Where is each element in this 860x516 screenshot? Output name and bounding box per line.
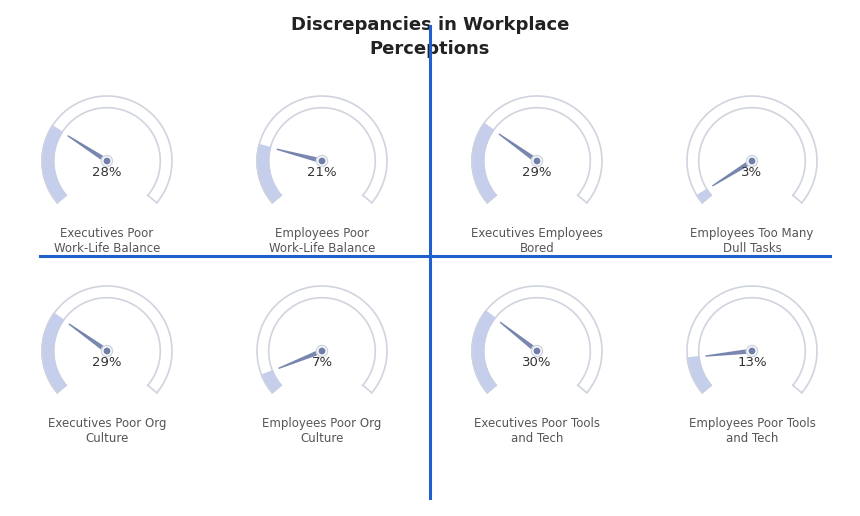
Polygon shape [277, 149, 327, 163]
Text: 28%: 28% [92, 166, 122, 179]
Text: 7%: 7% [311, 356, 333, 369]
Text: 3%: 3% [741, 166, 763, 179]
Circle shape [534, 348, 540, 354]
Text: 29%: 29% [522, 166, 552, 179]
Circle shape [746, 346, 758, 357]
Circle shape [101, 155, 113, 167]
Circle shape [319, 348, 325, 354]
Text: Executives Poor
Work-Life Balance: Executives Poor Work-Life Balance [54, 228, 160, 255]
Polygon shape [499, 134, 541, 164]
Text: Employees Poor Org
Culture: Employees Poor Org Culture [262, 417, 382, 445]
Polygon shape [472, 311, 496, 393]
Circle shape [749, 158, 755, 164]
Circle shape [531, 155, 543, 167]
Polygon shape [257, 286, 387, 393]
Text: 13%: 13% [737, 356, 767, 369]
Polygon shape [687, 286, 817, 393]
Polygon shape [42, 126, 66, 203]
Polygon shape [687, 357, 711, 393]
Circle shape [319, 158, 325, 164]
Polygon shape [257, 96, 387, 203]
Text: Employees Too Many
Dull Tasks: Employees Too Many Dull Tasks [691, 228, 814, 255]
Polygon shape [279, 349, 327, 368]
Text: Employees Poor Tools
and Tech: Employees Poor Tools and Tech [689, 417, 815, 445]
Polygon shape [687, 96, 817, 203]
Circle shape [316, 346, 328, 357]
Polygon shape [257, 144, 281, 203]
Polygon shape [705, 349, 757, 356]
Polygon shape [42, 96, 172, 203]
Polygon shape [42, 313, 66, 393]
Polygon shape [42, 286, 172, 393]
Circle shape [101, 346, 113, 357]
Circle shape [104, 348, 110, 354]
Circle shape [531, 346, 543, 357]
Text: 30%: 30% [522, 356, 552, 369]
Text: Employees Poor
Work-Life Balance: Employees Poor Work-Life Balance [269, 228, 375, 255]
Text: Executives Poor Org
Culture: Executives Poor Org Culture [48, 417, 166, 445]
Circle shape [534, 158, 540, 164]
Text: 21%: 21% [307, 166, 337, 179]
Polygon shape [712, 158, 757, 186]
Polygon shape [472, 96, 602, 203]
Polygon shape [697, 189, 711, 203]
Polygon shape [472, 123, 496, 203]
Polygon shape [472, 286, 602, 393]
Polygon shape [501, 322, 541, 354]
Circle shape [746, 155, 758, 167]
Polygon shape [261, 371, 281, 393]
Text: Executives Poor Tools
and Tech: Executives Poor Tools and Tech [474, 417, 600, 445]
Circle shape [316, 155, 328, 167]
Polygon shape [68, 136, 112, 164]
Text: 29%: 29% [92, 356, 122, 369]
Circle shape [749, 348, 755, 354]
Circle shape [104, 158, 110, 164]
Text: Executives Employees
Bored: Executives Employees Bored [471, 228, 603, 255]
Polygon shape [69, 324, 111, 354]
Text: Discrepancies in Workplace
Perceptions: Discrepancies in Workplace Perceptions [291, 16, 569, 58]
